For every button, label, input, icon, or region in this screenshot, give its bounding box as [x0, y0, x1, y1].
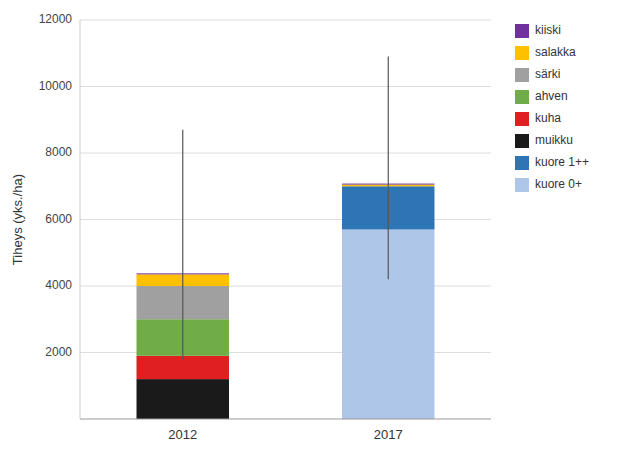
chart: 2000 4000 6000 8000 10000 12000 2012 2017 Tiheys… — [0, 0, 641, 461]
legend-label: kuha — [535, 111, 561, 125]
y-tick-label: 4000 — [45, 278, 72, 292]
y-tick-label: 8000 — [45, 145, 72, 159]
legend-label: ahven — [535, 89, 568, 103]
legend-label: salakka — [535, 45, 576, 59]
x-tick-label: 2012 — [168, 427, 197, 442]
y-tick-label: 10000 — [39, 79, 73, 93]
y-axis-label: Tiheys (yks./ha) — [10, 174, 25, 265]
grid-line — [80, 20, 491, 21]
bar-segment — [137, 379, 229, 419]
grid-line — [80, 153, 491, 154]
legend-label: kuore 1++ — [535, 155, 589, 169]
error-bar — [182, 130, 183, 359]
y-tick-label: 6000 — [45, 212, 72, 226]
y-tick-label: 12000 — [39, 12, 73, 26]
bar-segment — [137, 356, 229, 379]
legend-swatch — [515, 134, 529, 148]
legend-swatch — [515, 24, 529, 38]
legend-swatch — [515, 112, 529, 126]
legend-swatch — [515, 68, 529, 82]
legend-label: särki — [535, 67, 560, 81]
legend: kiiski salakka särki ahven kuha muikku kuore 1… — [515, 23, 589, 192]
legend-swatch — [515, 156, 529, 170]
legend-swatch — [515, 178, 529, 192]
legend-label: kuore 0+ — [535, 177, 582, 191]
y-tick-label: 2000 — [45, 345, 72, 359]
legend-swatch — [515, 90, 529, 104]
grid-line — [80, 86, 491, 87]
y-axis-line — [80, 20, 81, 419]
legend-swatch — [515, 46, 529, 60]
legend-label: muikku — [535, 133, 573, 147]
x-tick-label: 2017 — [374, 427, 403, 442]
bars — [137, 57, 435, 419]
legend-label: kiiski — [535, 23, 561, 37]
x-axis-line — [80, 419, 491, 420]
error-bar — [388, 57, 389, 280]
